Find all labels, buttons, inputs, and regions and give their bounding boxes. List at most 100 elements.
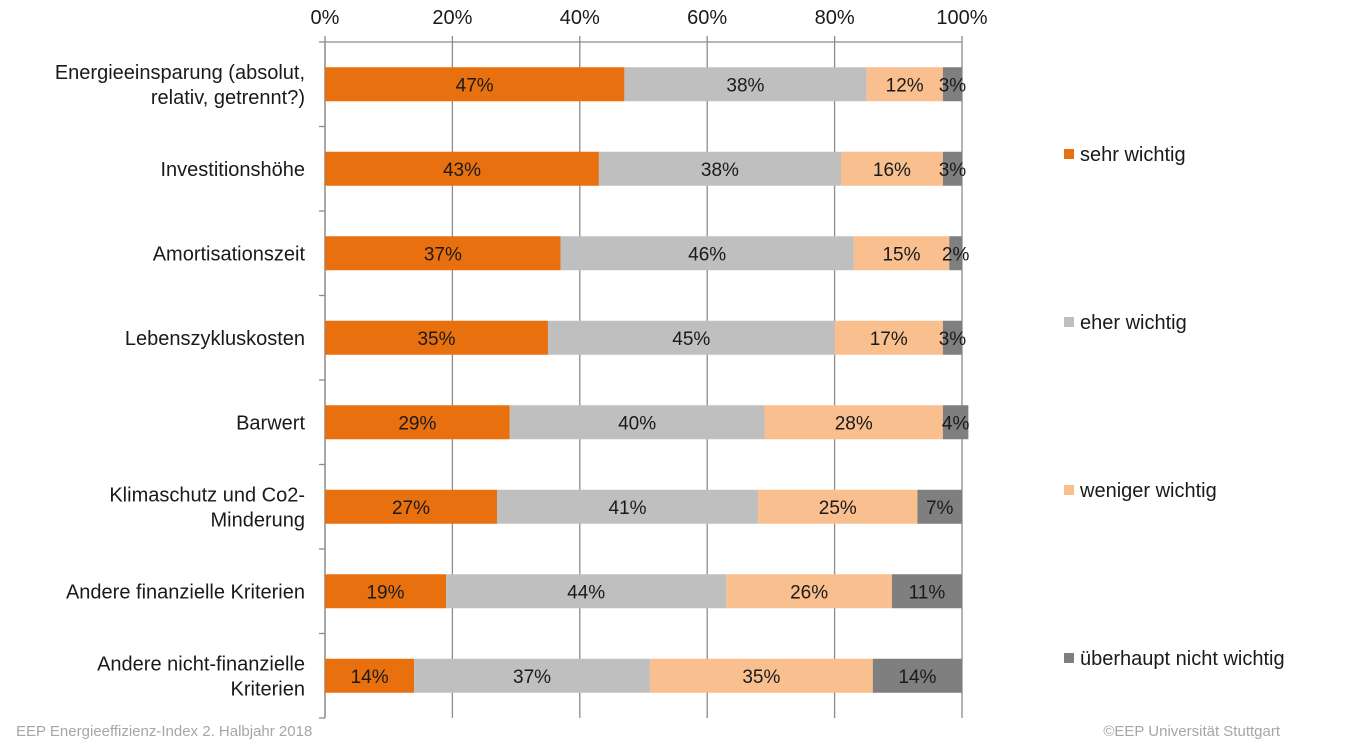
data-label: 27%	[392, 498, 430, 519]
data-label: 28%	[835, 413, 873, 434]
data-label: 19%	[366, 582, 404, 603]
data-label: 41%	[609, 498, 647, 519]
bar-segment	[834, 320, 943, 355]
bar-segment	[758, 489, 918, 524]
bar-segment	[949, 236, 962, 271]
data-label: 11%	[909, 582, 946, 603]
category-label: Andere finanzielle Kriterien	[66, 581, 305, 603]
data-label: 29%	[398, 413, 436, 434]
bar-segment	[942, 320, 962, 355]
category-label: Energieeinsparung (absolut, relativ, getr…	[55, 62, 305, 109]
category-label-line: Amortisationszeit	[153, 243, 306, 265]
legend-swatch	[1064, 653, 1074, 663]
x-tick-label: 20%	[432, 7, 472, 29]
legend-entry: eher wichtig	[1080, 312, 1187, 334]
bar-segment	[325, 236, 561, 271]
x-tick-label: 0%	[311, 7, 340, 29]
bar-segment	[446, 574, 727, 609]
bar-segment	[325, 67, 625, 102]
data-label: 43%	[443, 160, 481, 181]
x-tick-label: 80%	[815, 7, 855, 29]
bar-segment	[624, 67, 867, 102]
data-label: 15%	[882, 244, 920, 265]
bar-segment	[917, 489, 962, 524]
x-tick-label: 40%	[560, 7, 600, 29]
category-label-line: Lebenszykluskosten	[125, 328, 305, 350]
data-label: 35%	[417, 329, 455, 350]
data-label: 4%	[942, 413, 970, 434]
data-label: 37%	[424, 244, 462, 265]
category-label-line: relativ, getrennt?)	[151, 87, 305, 109]
bar-segment	[325, 574, 447, 609]
bar-segment	[866, 67, 943, 102]
category-label-line: Investitionshöhe	[160, 159, 305, 181]
data-label: 47%	[456, 75, 494, 96]
data-label: 25%	[819, 498, 857, 519]
bar-segment	[414, 658, 650, 693]
bar-segment	[509, 405, 765, 440]
legend-swatch	[1064, 485, 1074, 495]
bar-segment	[496, 489, 759, 524]
data-label: 14%	[351, 667, 389, 688]
legend-swatch	[1064, 317, 1074, 327]
data-label: 2%	[942, 244, 970, 265]
data-label: 17%	[870, 329, 908, 350]
data-label: 14%	[898, 667, 936, 688]
x-tick-label: 100%	[936, 7, 987, 29]
copyright-note: ©EEP Universität Stuttgart	[1103, 723, 1280, 740]
source-note: EEP Energieeffizienz-Index 2. Halbjahr 2…	[16, 723, 313, 740]
bar-segment	[325, 151, 599, 186]
category-label-line: Kriterien	[231, 678, 305, 700]
category-label: Andere nicht-finanzielle Kriterien	[97, 653, 305, 700]
category-label-line: Andere nicht-finanzielle	[97, 653, 305, 675]
category-label: Amortisationszeit	[153, 243, 306, 265]
bar-segment	[764, 405, 943, 440]
bar-segment	[891, 574, 962, 609]
category-label-line: Energieeinsparung (absolut,	[55, 62, 305, 84]
bar-segment	[942, 67, 962, 102]
legend-entry: weniger wichtig	[1079, 480, 1217, 502]
data-label: 3%	[939, 75, 967, 96]
data-label: 40%	[618, 413, 656, 434]
data-label: 45%	[672, 329, 710, 350]
data-label: 7%	[926, 498, 954, 519]
category-label-line: Barwert	[236, 412, 305, 434]
bar-segment	[325, 658, 415, 693]
data-label: 35%	[742, 667, 780, 688]
bar-segment	[649, 658, 873, 693]
data-label: 44%	[567, 582, 605, 603]
bar-segment	[325, 405, 510, 440]
category-label-line: Minderung	[210, 509, 305, 531]
category-label-line: Andere finanzielle Kriterien	[66, 581, 305, 603]
data-label: 38%	[701, 160, 739, 181]
category-label: Investitionshöhe	[160, 159, 305, 181]
category-label: Barwert	[236, 412, 305, 434]
data-label: 46%	[688, 244, 726, 265]
bar-segment	[942, 151, 962, 186]
category-label: Lebenszykluskosten	[125, 328, 305, 350]
legend-swatch	[1064, 149, 1074, 159]
bar-segment	[853, 236, 950, 271]
data-label: 3%	[939, 160, 967, 181]
legend-entry: sehr wichtig	[1080, 144, 1186, 166]
data-label: 26%	[790, 582, 828, 603]
bar-segment	[560, 236, 854, 271]
bar-segment	[325, 320, 548, 355]
data-label: 12%	[886, 75, 924, 96]
legend-entry: überhaupt nicht wichtig	[1080, 648, 1285, 670]
bar-segment	[872, 658, 962, 693]
bar-segment	[942, 405, 969, 440]
x-tick-label: 60%	[687, 7, 727, 29]
category-label-line: Klimaschutz und Co2-	[109, 484, 305, 506]
category-label: Klimaschutz und Co2- Minderung	[109, 484, 305, 531]
data-label: 3%	[939, 329, 967, 350]
bar-segment	[598, 151, 841, 186]
bar-segment	[547, 320, 835, 355]
bar-segment	[840, 151, 943, 186]
data-label: 37%	[513, 667, 551, 688]
data-label: 38%	[726, 75, 764, 96]
data-label: 16%	[873, 160, 911, 181]
bar-segment	[726, 574, 892, 609]
bar-segment	[325, 489, 497, 524]
